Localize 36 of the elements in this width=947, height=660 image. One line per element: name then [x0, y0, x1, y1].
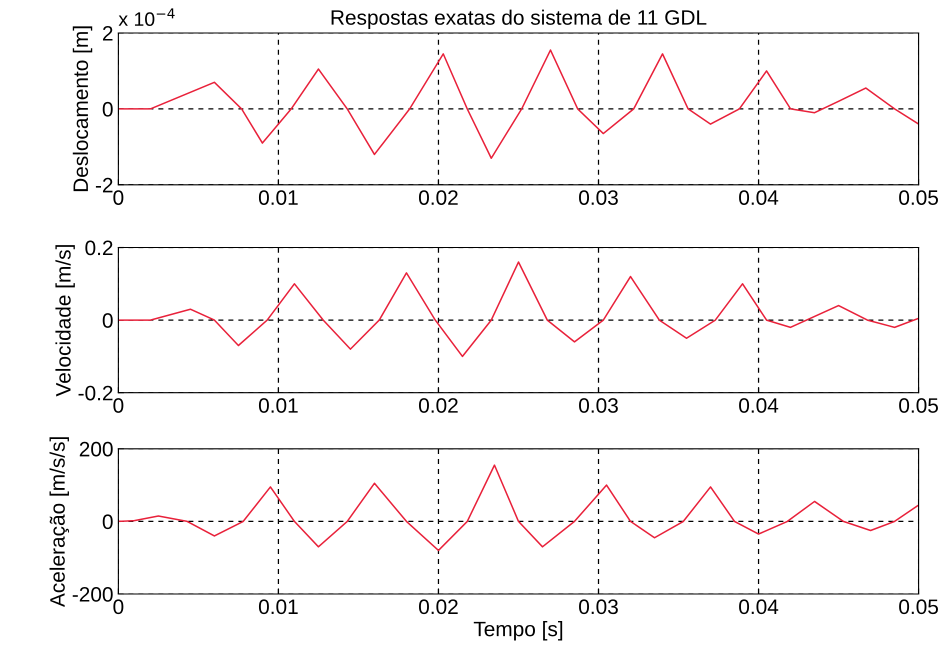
y-tick-label: 0 [102, 514, 113, 530]
y-tick-label: -200 [72, 587, 113, 602]
x-tick-label: 0.04 [739, 190, 778, 205]
x-tick-label: 0.03 [579, 190, 618, 205]
x-tick-label: 0 [113, 398, 124, 413]
y-tick-label: 0 [102, 313, 113, 328]
x-tick-label: 0.04 [739, 398, 778, 413]
x-tick-label: 0.02 [419, 190, 458, 205]
y-tick-label: 0.2 [85, 240, 112, 256]
x-tick-label: 0 [113, 190, 124, 205]
x-axis-title: Tempo [s] [474, 621, 562, 640]
text: x 10$^{−4}$ [118, 8, 175, 26]
x-tick-label: 0.03 [579, 599, 618, 614]
x-tick-label: 0.01 [258, 190, 298, 205]
x-tick-label: 0 [113, 599, 124, 614]
y-tick-label: 2 [102, 26, 112, 41]
x-tick-label: 0.02 [419, 398, 458, 413]
x-tick-label: 0.01 [258, 398, 298, 413]
y-tick-label: -2 [96, 178, 112, 192]
x-tick-label: 0.03 [579, 398, 618, 413]
y-tick-label: -0.2 [78, 386, 112, 400]
y-tick-label: 200 [80, 442, 113, 457]
y-tick-label: 0 [102, 102, 113, 117]
x-tick-label: 0.02 [419, 599, 458, 614]
line-series [118, 49, 919, 159]
x-tick-label: 0.05 [899, 190, 938, 205]
x-tick-label: 0.04 [739, 599, 778, 614]
line-series [118, 261, 919, 358]
line-series [118, 464, 919, 552]
y-axis-title: Velocidade [m/s] [55, 245, 75, 396]
y-axis-title: Deslocamento [m] [72, 26, 92, 192]
x-tick-label: 0.05 [899, 599, 938, 614]
chart-title: Respostas exatas do sistema de 11 GDL [332, 10, 706, 29]
y-axis-title: Aceleração [m/s/s] [50, 437, 70, 608]
x-tick-label: 0.05 [899, 398, 938, 413]
x-tick-label: 0.01 [258, 599, 298, 614]
